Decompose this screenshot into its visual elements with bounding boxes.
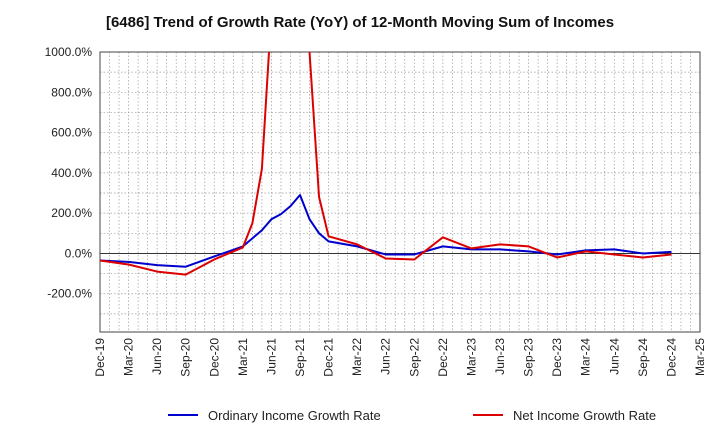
x-tick-label: Mar-25 [693,338,707,376]
x-tick-label: Dec-23 [550,338,564,377]
x-tick-label: Dec-21 [322,338,336,377]
chart-title: [6486] Trend of Growth Rate (YoY) of 12-… [105,14,615,31]
x-tick-label: Dec-19 [93,338,107,377]
y-tick-label: 800.0% [51,85,92,99]
y-tick-label: 600.0% [51,126,92,140]
x-tick-label: Dec-22 [436,338,450,377]
x-tick-label: Dec-20 [207,338,221,377]
legend-label: Ordinary Income Growth Rate [208,408,381,423]
x-tick-label: Mar-24 [579,338,593,376]
x-tick-label: Sep-24 [636,338,650,377]
x-tick-label: Mar-20 [122,338,136,376]
y-tick-label: 1000.0% [45,45,93,59]
x-tick-label: Mar-21 [236,338,250,376]
x-tick-label: Jun-21 [264,338,278,375]
x-tick-label: Sep-20 [179,338,193,377]
legend-label: Net Income Growth Rate [513,408,656,423]
x-tick-label: Jun-20 [150,338,164,375]
y-tick-label: 0.0% [65,246,93,260]
x-tick-label: Dec-24 [664,338,678,377]
x-tick-label: Mar-23 [464,338,478,376]
x-tick-label: Jun-24 [607,338,621,375]
y-tick-label: 400.0% [51,166,92,180]
x-tick-label: Sep-21 [293,338,307,377]
x-tick-label: Mar-22 [350,338,364,376]
x-tick-label: Jun-22 [379,338,393,375]
y-tick-label: -200.0% [47,287,92,301]
y-tick-label: 200.0% [51,206,92,220]
x-tick-label: Jun-23 [493,338,507,375]
x-tick-label: Sep-23 [522,338,536,377]
plot-frame [99,51,701,333]
series-line [100,52,672,276]
x-tick-label: Sep-22 [407,338,421,377]
